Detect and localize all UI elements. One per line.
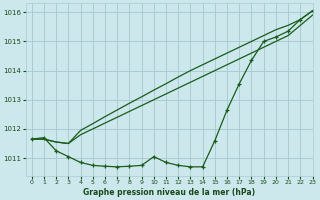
X-axis label: Graphe pression niveau de la mer (hPa): Graphe pression niveau de la mer (hPa) (83, 188, 255, 197)
